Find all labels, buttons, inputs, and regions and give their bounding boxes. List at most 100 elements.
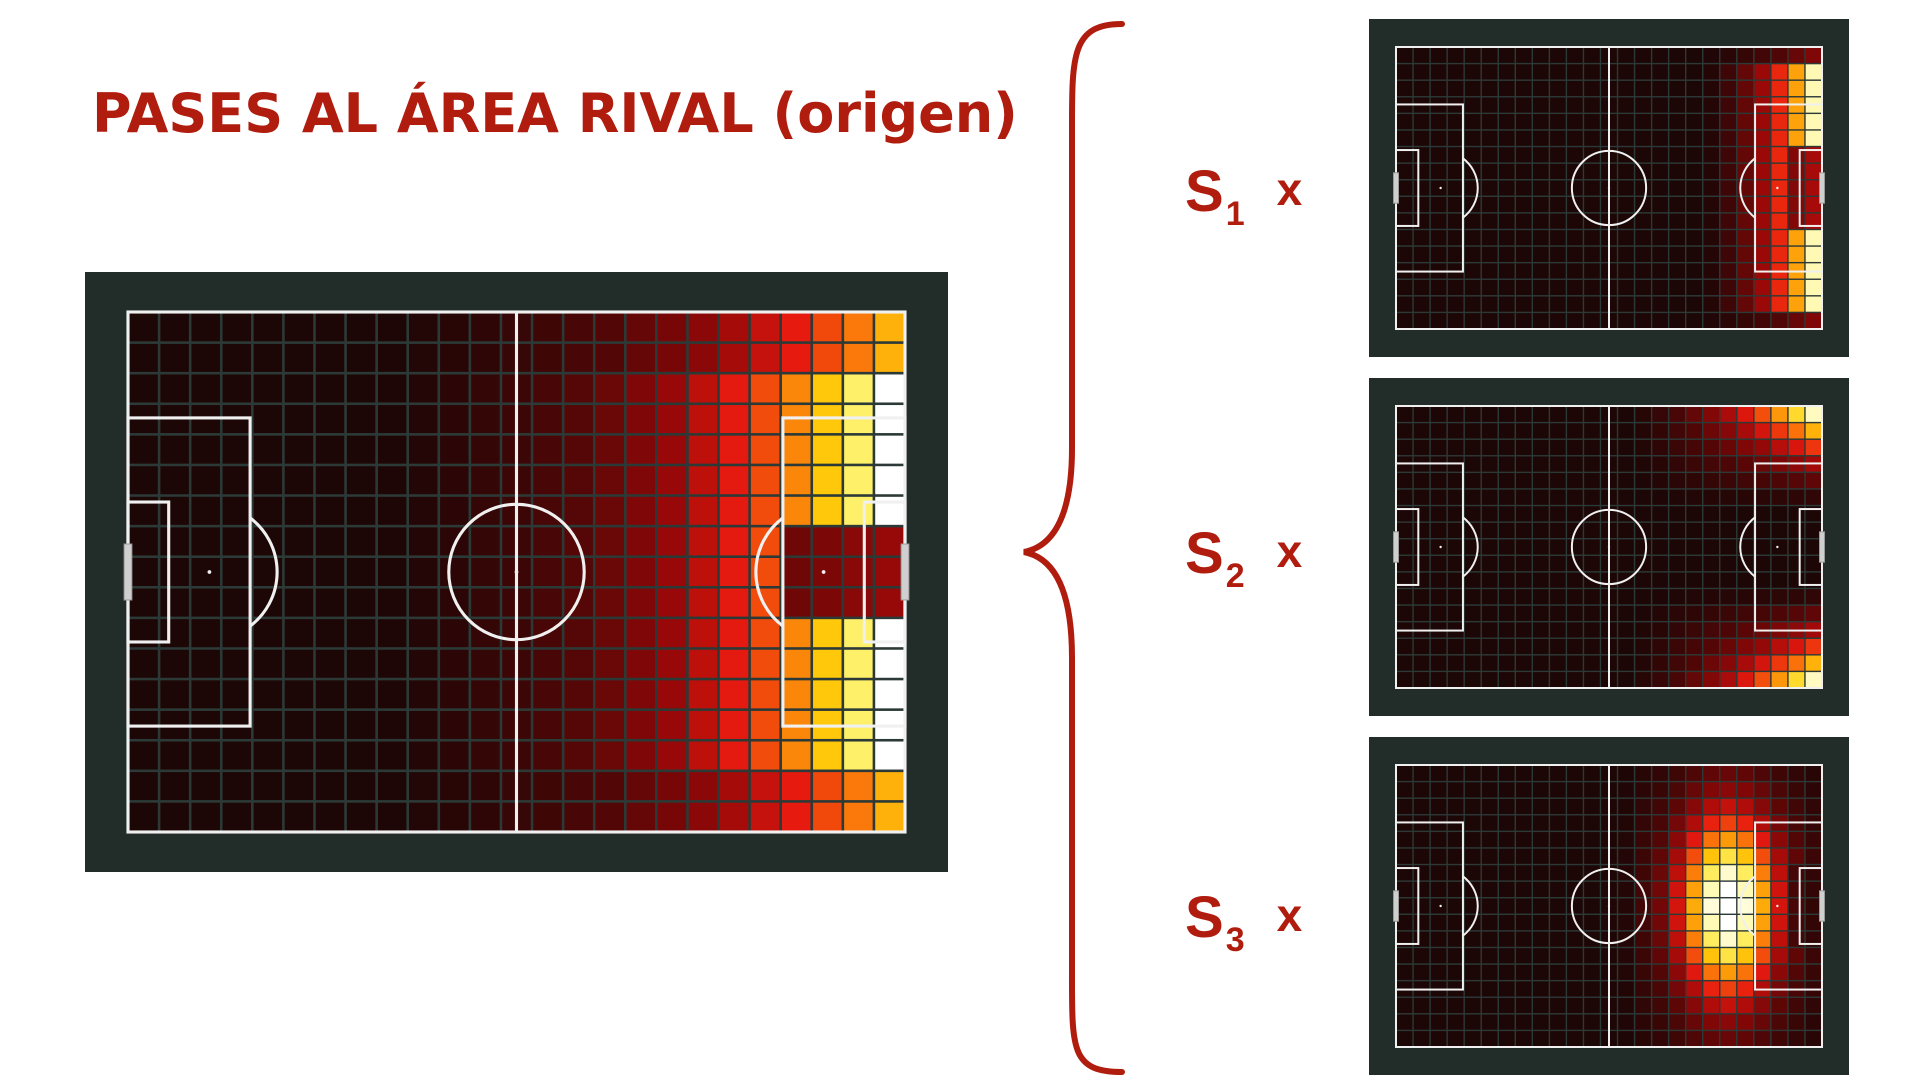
heat-cell — [1771, 197, 1788, 213]
heat-cell — [1533, 230, 1549, 246]
heat-cell — [1413, 655, 1430, 671]
heat-cell — [719, 772, 749, 801]
heat-cell — [1805, 589, 1822, 605]
heat-cell — [595, 405, 624, 434]
heat-cell — [1771, 163, 1788, 179]
heat-cell — [1413, 638, 1430, 655]
heat-cell — [1788, 539, 1805, 555]
heat-cell — [1430, 230, 1447, 246]
heat-cell — [1720, 114, 1737, 130]
heat-cell — [1618, 80, 1634, 97]
heat-cell — [1635, 80, 1651, 97]
heat-cell — [533, 680, 562, 709]
heat-cell — [1754, 765, 1771, 781]
heat-cell — [1550, 406, 1566, 422]
term-s3-index: 3 — [1225, 921, 1245, 959]
heat-cell — [1498, 213, 1515, 229]
heat-cell — [1686, 456, 1703, 472]
heat-cell — [1703, 915, 1720, 931]
heat-cell — [1805, 997, 1822, 1014]
heat-cell — [1515, 589, 1532, 605]
heat-cell — [1635, 64, 1651, 80]
heat-cell — [1447, 865, 1464, 881]
heat-cell — [1720, 915, 1737, 931]
heat-cell — [346, 405, 376, 434]
heat-cell — [844, 772, 873, 801]
heat-cell — [1754, 180, 1771, 196]
heat-cell — [1567, 848, 1583, 864]
heat-cell — [1754, 672, 1771, 688]
heat-cell — [1498, 848, 1515, 864]
heat-cell — [253, 313, 283, 342]
heat-cell — [1652, 556, 1668, 572]
heat-cell — [719, 710, 749, 739]
heat-cell — [1498, 622, 1515, 638]
heat-cell — [1498, 539, 1515, 555]
heat-cell — [688, 588, 718, 617]
term-s3: S3 x — [1185, 884, 1302, 960]
heat-cell — [409, 466, 438, 495]
heat-cell — [1533, 423, 1549, 439]
heat-cell — [346, 313, 376, 342]
heat-cell — [222, 741, 252, 770]
heat-cell — [1447, 246, 1464, 262]
heat-cell — [1567, 865, 1583, 881]
heat-cell — [1481, 898, 1498, 914]
heat-cell — [471, 405, 500, 434]
heat-cell — [1754, 130, 1771, 146]
heat-cell — [1481, 506, 1498, 522]
heat-cell — [1498, 638, 1515, 655]
heat-cell — [1413, 47, 1430, 63]
heat-cell — [1498, 47, 1515, 63]
heat-cell — [129, 466, 158, 495]
heat-cell — [1686, 865, 1703, 881]
heat-cell — [1771, 246, 1788, 262]
heat-cell — [1430, 1031, 1447, 1047]
heat-cell — [1464, 832, 1481, 848]
heat-cell — [1652, 638, 1668, 655]
heat-cell — [1498, 1031, 1515, 1047]
heat-cell — [284, 619, 314, 648]
heat-cell — [1635, 798, 1651, 815]
heat-cell — [1464, 263, 1481, 279]
heat-cell — [1805, 948, 1822, 964]
heat-cell — [1498, 981, 1515, 997]
heat-cell — [1669, 130, 1685, 146]
heat-cell — [1618, 815, 1634, 831]
heat-cell — [595, 374, 624, 403]
heat-cell — [1533, 589, 1549, 605]
heat-cell — [409, 343, 438, 372]
heat-cell — [1686, 798, 1703, 815]
heat-cell — [1686, 915, 1703, 931]
heat-cell — [1584, 114, 1600, 130]
heat-cell — [1686, 655, 1703, 671]
heat-cell — [1652, 782, 1668, 798]
heat-cell — [1788, 605, 1805, 621]
heat-cell — [1550, 97, 1566, 113]
heat-cell — [1550, 1031, 1566, 1047]
heat-cell — [1754, 832, 1771, 848]
heat-cell — [564, 680, 593, 709]
heat-cell — [1550, 489, 1566, 505]
heat-cell — [284, 527, 314, 556]
heat-cell — [1413, 881, 1430, 897]
heat-cell — [1652, 522, 1668, 538]
heat-cell — [1771, 1031, 1788, 1047]
heat-cell — [1669, 197, 1685, 213]
heat-cell — [1447, 1014, 1464, 1030]
right-penalty-spot — [1776, 545, 1779, 549]
heat-cell — [1550, 798, 1566, 815]
heat-cell — [222, 772, 252, 801]
heat-cell — [315, 649, 345, 678]
pitch-s2-svg — [1393, 405, 1825, 689]
heat-cell — [657, 313, 687, 342]
heat-cell — [1498, 865, 1515, 881]
heat-cell — [1771, 313, 1788, 329]
heat-cell — [688, 496, 718, 525]
heat-cell — [1771, 506, 1788, 522]
heat-cell — [1754, 589, 1771, 605]
heat-cell — [1703, 489, 1720, 505]
heat-cell — [1720, 881, 1737, 897]
heat-cell — [1703, 638, 1720, 655]
heat-cell — [1754, 605, 1771, 621]
